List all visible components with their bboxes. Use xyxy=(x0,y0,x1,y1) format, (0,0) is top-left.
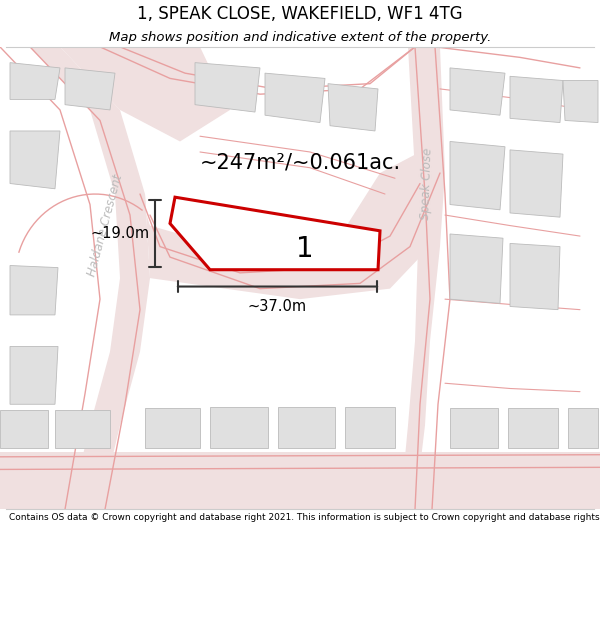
Polygon shape xyxy=(10,346,58,404)
Polygon shape xyxy=(195,62,260,112)
Polygon shape xyxy=(510,76,563,122)
Polygon shape xyxy=(10,266,58,315)
Polygon shape xyxy=(140,152,440,299)
Text: ~37.0m: ~37.0m xyxy=(248,299,307,314)
Polygon shape xyxy=(55,409,110,448)
Polygon shape xyxy=(265,73,325,122)
Polygon shape xyxy=(450,68,505,115)
Polygon shape xyxy=(450,409,498,448)
Polygon shape xyxy=(60,47,230,141)
Polygon shape xyxy=(328,84,378,131)
Polygon shape xyxy=(0,47,150,509)
Polygon shape xyxy=(568,409,598,448)
Polygon shape xyxy=(563,81,598,122)
Polygon shape xyxy=(0,409,48,448)
Polygon shape xyxy=(145,409,200,448)
Polygon shape xyxy=(210,408,268,448)
Polygon shape xyxy=(400,47,445,509)
Polygon shape xyxy=(508,409,558,448)
Polygon shape xyxy=(0,451,600,509)
Polygon shape xyxy=(278,408,335,448)
Text: 1: 1 xyxy=(296,235,314,262)
Polygon shape xyxy=(450,234,503,303)
Polygon shape xyxy=(170,198,380,270)
Text: Speak Close: Speak Close xyxy=(419,148,435,220)
Polygon shape xyxy=(510,243,560,309)
Text: Map shows position and indicative extent of the property.: Map shows position and indicative extent… xyxy=(109,31,491,44)
Polygon shape xyxy=(10,62,60,99)
Polygon shape xyxy=(345,408,395,448)
Polygon shape xyxy=(10,131,60,189)
Text: Speak Close: Speak Close xyxy=(203,232,277,251)
Polygon shape xyxy=(510,150,563,217)
Text: Haldane Crescent: Haldane Crescent xyxy=(85,173,125,278)
Polygon shape xyxy=(65,68,115,110)
Text: 1, SPEAK CLOSE, WAKEFIELD, WF1 4TG: 1, SPEAK CLOSE, WAKEFIELD, WF1 4TG xyxy=(137,5,463,23)
Text: ~247m²/~0.061ac.: ~247m²/~0.061ac. xyxy=(199,152,401,173)
Text: ~19.0m: ~19.0m xyxy=(91,226,150,241)
Text: Contains OS data © Crown copyright and database right 2021. This information is : Contains OS data © Crown copyright and d… xyxy=(9,514,600,522)
Polygon shape xyxy=(450,141,505,210)
